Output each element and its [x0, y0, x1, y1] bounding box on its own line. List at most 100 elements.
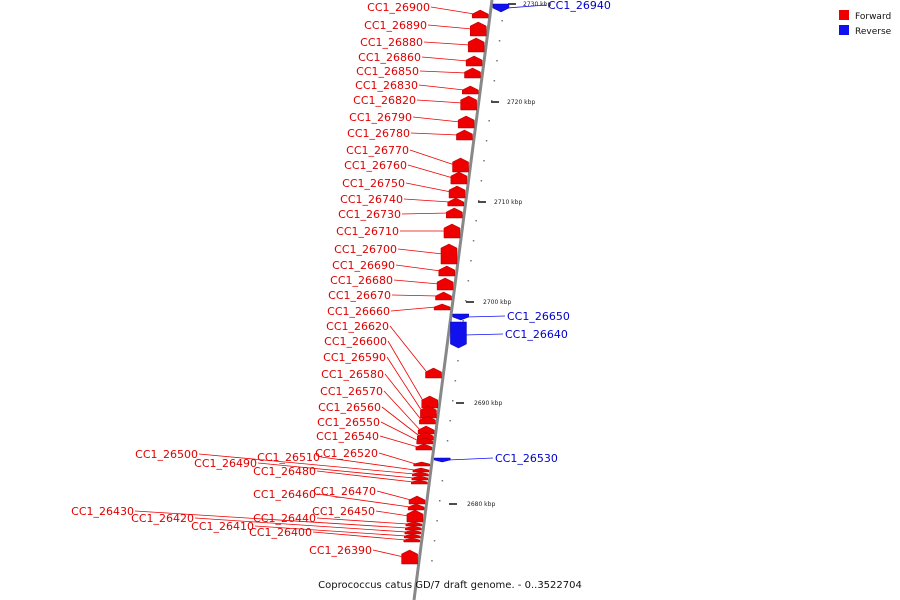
gene-label-cc1-26660: CC1_26660: [327, 305, 390, 318]
minor-tick: [472, 240, 475, 242]
gene-cc1-26790-shape: [457, 115, 475, 129]
minor-tick: [467, 280, 470, 282]
gene-leader-line: [383, 390, 421, 431]
gene-leader-line: [395, 264, 441, 272]
minor-tick: [462, 320, 464, 322]
gene-leader-line: [257, 462, 414, 479]
gene-cc1-26420-shape: [404, 529, 422, 535]
gene-leader-line: [416, 99, 463, 104]
minor-tick: [446, 440, 449, 442]
gene-label-cc1-26680: CC1_26680: [330, 274, 393, 287]
gene-cc1-26390-shape: [401, 549, 418, 565]
gene-cc1-26550-shape: [416, 437, 433, 445]
gene-cc1-26760-shape: [450, 171, 468, 185]
gene-label-cc1-26500: CC1_26500: [135, 448, 198, 461]
gene-leader-line: [316, 470, 414, 483]
gene-cc1-26770-shape: [452, 157, 469, 173]
gene-label-cc1-26460: CC1_26460: [253, 488, 316, 501]
gene-cc1-26650-shape: [452, 313, 470, 321]
gene-label-cc1-26480: CC1_26480: [253, 465, 316, 478]
gene-leader-line: [390, 306, 437, 312]
tick-label: 2730 kbp: [523, 1, 551, 8]
gene-leader-line: [387, 340, 425, 403]
gene-leader-line: [316, 493, 411, 508]
gene-label-cc1-26440: CC1_26440: [253, 512, 316, 525]
gene-label-cc1-26700: CC1_26700: [334, 243, 397, 256]
gene-label-cc1-26830: CC1_26830: [355, 79, 418, 92]
gene-label-cc1-26520: CC1_26520: [315, 447, 378, 460]
gene-cc1-26400-shape: [403, 537, 421, 543]
gene-label-cc1-26690: CC1_26690: [332, 259, 395, 272]
gene-leader-line: [389, 325, 428, 374]
legend-reverse-label: Reverse: [855, 27, 892, 37]
gene-cc1-26600-shape: [421, 395, 438, 409]
gene-leader-line: [320, 456, 415, 471]
gene-leader-line: [410, 132, 459, 136]
gene-cc1-26670-shape: [435, 291, 452, 301]
gene-label-cc1-26570: CC1_26570: [320, 385, 383, 398]
gene-leader-line: [407, 164, 453, 179]
gene-cc1-26520-shape: [413, 461, 430, 467]
legend: Forward Reverse: [839, 10, 892, 37]
tick-label: 2700 kbp: [483, 299, 511, 306]
gene-cc1-26660-shape: [433, 303, 451, 311]
gene-label-cc1-26670: CC1_26670: [328, 289, 391, 302]
minor-tick: [480, 180, 483, 182]
gene-leader-line: [409, 149, 455, 166]
gene-label-cc1-26410: CC1_26410: [191, 520, 254, 533]
gene-leader-line: [412, 116, 461, 123]
gene-label-cc1-26450: CC1_26450: [312, 505, 375, 518]
tick-label: 2690 kbp: [474, 400, 502, 407]
gene-label-cc1-26860: CC1_26860: [358, 51, 421, 64]
gene-leader-line: [418, 84, 465, 91]
gene-leader-line: [378, 452, 416, 465]
minor-tick: [449, 420, 451, 422]
gene-leader-line: [194, 517, 407, 533]
gene-label-cc1-26710: CC1_26710: [336, 225, 399, 238]
gene-cc1-26740-shape: [447, 197, 464, 207]
minor-tick: [491, 100, 493, 102]
gene-label-cc1-26770: CC1_26770: [346, 144, 409, 157]
minor-tick: [485, 140, 488, 142]
gene-leader-line: [312, 531, 406, 541]
gene-label-cc1-26560: CC1_26560: [318, 401, 381, 414]
minor-tick: [431, 560, 433, 562]
gene-cc1-26730-shape: [446, 207, 463, 219]
gene-label-cc1-26880: CC1_26880: [360, 36, 423, 49]
minor-tick: [441, 480, 444, 482]
gene-leader-line: [397, 248, 444, 255]
gene-label-cc1-26550: CC1_26550: [317, 416, 380, 429]
gene-label-cc1-26780: CC1_26780: [347, 127, 410, 140]
gene-cc1-26530-shape: [433, 457, 451, 463]
gene-label-cc1-26620: CC1_26620: [326, 320, 389, 333]
gene-label-cc1-26640: CC1_26640: [505, 328, 568, 341]
gene-label-cc1-26580: CC1_26580: [321, 368, 384, 381]
gene-label-cc1-26820: CC1_26820: [353, 94, 416, 107]
minor-tick: [439, 500, 441, 502]
tick-label: 2720 kbp: [507, 99, 535, 106]
gene-cc1-26880-shape: [467, 37, 485, 53]
minor-tick: [457, 360, 459, 362]
gene-cc1-26440-shape: [405, 521, 423, 527]
gene-label-cc1-26940: CC1_26940: [548, 0, 611, 12]
gene-cc1-26900-shape: [471, 9, 489, 19]
gene-cc1-26750-shape: [448, 185, 466, 199]
gene-cc1-26470-shape: [408, 495, 426, 505]
gene-leader-line: [419, 70, 467, 74]
gene-cc1-26890-shape: [469, 21, 487, 37]
minor-tick: [493, 80, 496, 82]
gene-cc1-26500-shape: [412, 471, 429, 477]
minor-tick: [475, 220, 477, 222]
gene-leader-line: [379, 435, 419, 448]
gene-cc1-26580-shape: [419, 415, 436, 425]
gene-cc1-26940-shape: [492, 3, 510, 13]
axis-layer: [412, 0, 494, 600]
gene-label-cc1-26740: CC1_26740: [340, 193, 403, 206]
gene-label-cc1-26890: CC1_26890: [364, 19, 427, 32]
gene-leader-line: [381, 406, 420, 437]
gene-leader-line: [464, 333, 504, 336]
minor-tick: [470, 260, 472, 262]
gene-leader-line: [134, 510, 408, 529]
minor-tick: [498, 40, 501, 42]
